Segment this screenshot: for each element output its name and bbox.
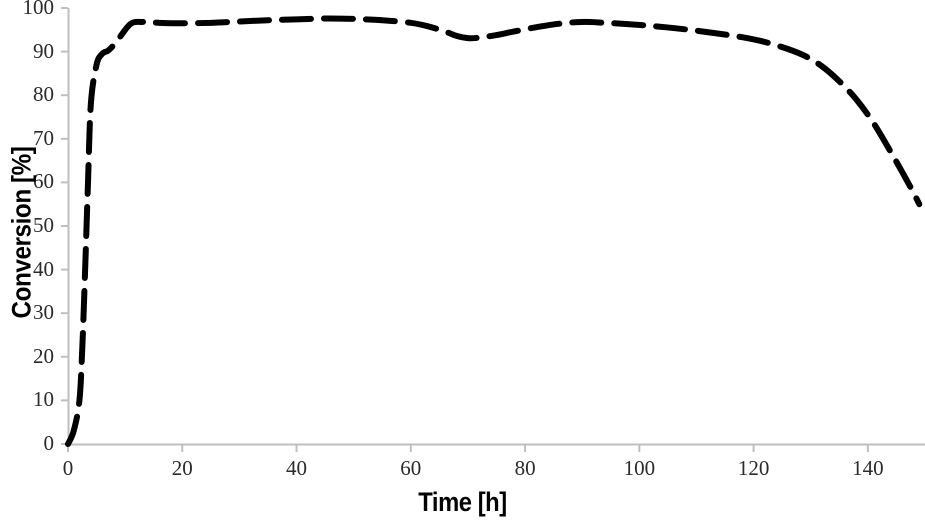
y-axis-ticks	[61, 7, 68, 445]
y-tick-label: 100	[22, 0, 55, 19]
y-tick-label: 0	[43, 431, 55, 455]
y-tick-label: 90	[33, 38, 54, 63]
x-tick-label: 0	[62, 456, 74, 480]
x-axis-title: Time [h]	[418, 487, 507, 517]
y-tick-label: 40	[33, 256, 54, 281]
y-tick-label: 60	[33, 169, 54, 194]
y-tick-label: 30	[33, 300, 54, 325]
x-tick-label: 80	[514, 456, 536, 480]
y-tick-label: 10	[33, 387, 54, 412]
y-tick-label: 70	[33, 125, 54, 150]
data-series-layer	[65, 15, 923, 447]
x-tick-label: 20	[171, 456, 193, 480]
y-tick-label: 80	[33, 82, 54, 107]
x-tick-label: 120	[737, 456, 770, 480]
y-tick-label: 50	[33, 213, 54, 237]
data-series-line-0	[65, 15, 923, 447]
x-tick-label: 140	[852, 456, 884, 480]
y-tick-label: 20	[33, 343, 54, 368]
x-tick-label: 100	[623, 456, 656, 480]
y-axis-title: Conversion [%]	[6, 146, 37, 319]
x-tick-label: 40	[286, 456, 308, 480]
x-tick-label: 60	[400, 456, 422, 480]
